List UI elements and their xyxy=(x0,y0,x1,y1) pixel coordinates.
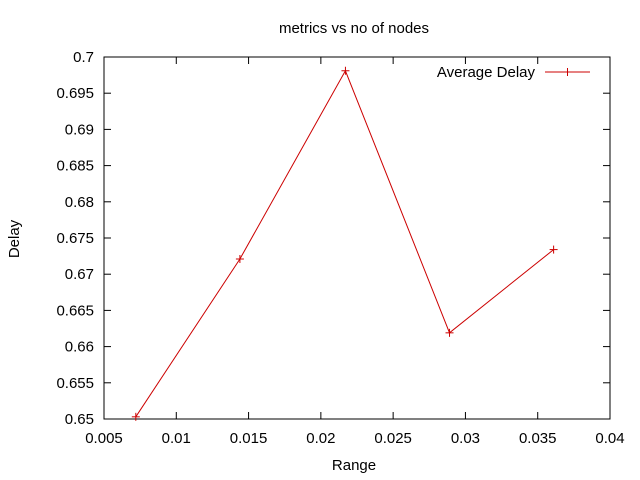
y-tick-label: 0.655 xyxy=(56,375,94,392)
legend-entry-label: Average Delay xyxy=(437,64,536,81)
y-tick-label: 0.68 xyxy=(65,194,94,211)
data-point xyxy=(235,254,244,263)
y-tick-label: 0.7 xyxy=(73,49,94,66)
x-tick-label: 0.015 xyxy=(230,430,268,447)
x-tick-label: 0.04 xyxy=(595,430,624,447)
y-axis-label: Delay xyxy=(6,219,23,258)
data-point xyxy=(341,66,350,75)
data-point xyxy=(131,412,140,421)
y-tick-label: 0.685 xyxy=(56,158,94,175)
plot-frame xyxy=(103,56,611,420)
x-tick-label: 0.025 xyxy=(374,430,412,447)
y-tick-label: 0.69 xyxy=(65,121,94,138)
series-line xyxy=(135,69,554,418)
y-tick-label: 0.66 xyxy=(65,339,94,356)
data-point xyxy=(549,245,558,254)
y-tick-label: 0.695 xyxy=(56,85,94,102)
legend: Average Delay xyxy=(437,64,590,81)
x-tick-label: 0.03 xyxy=(451,430,480,447)
y-tick-label: 0.67 xyxy=(65,266,94,283)
y-tick-label: 0.665 xyxy=(56,302,94,319)
chart-title: metrics vs no of nodes xyxy=(279,20,429,37)
y-tick-label: 0.65 xyxy=(65,411,94,428)
x-tick-label: 0.02 xyxy=(306,430,335,447)
axis-ticks: 0.005 0.01 0.015 0.02 0.025 0.03 0.035 0.04 0.65… xyxy=(56,49,624,447)
series-layer xyxy=(131,66,558,421)
x-tick-label: 0.005 xyxy=(85,430,123,447)
x-tick-label: 0.01 xyxy=(162,430,191,447)
y-tick-label: 0.675 xyxy=(56,230,94,247)
x-tick-label: 0.035 xyxy=(519,430,557,447)
x-axis-label: Range xyxy=(332,457,376,474)
data-point xyxy=(445,328,454,337)
